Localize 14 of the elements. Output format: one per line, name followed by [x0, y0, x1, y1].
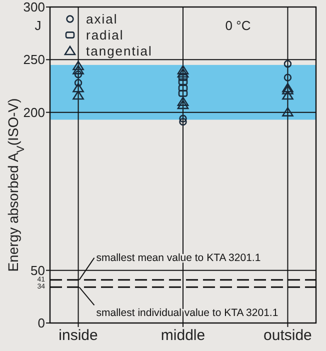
- x-tick-label: inside: [58, 327, 98, 344]
- y-tick-label: 250: [23, 52, 45, 68]
- legend-label: tangential: [86, 44, 152, 58]
- annotation: 0 °C: [225, 18, 251, 33]
- legend-label: radial: [86, 28, 124, 42]
- ref-line-label: smallest individual value to KTA 3201.1: [96, 307, 278, 320]
- y-tick-label: 200: [23, 104, 45, 120]
- legend-label: axial: [86, 12, 118, 26]
- x-tick-label: middle: [160, 327, 206, 344]
- text: J: [34, 18, 42, 33]
- y-tick-label: 0: [38, 316, 45, 330]
- y-tick-label: 50: [30, 262, 45, 278]
- x-tick-label: outside: [264, 327, 312, 344]
- y-tick-label: 300: [23, 0, 45, 14]
